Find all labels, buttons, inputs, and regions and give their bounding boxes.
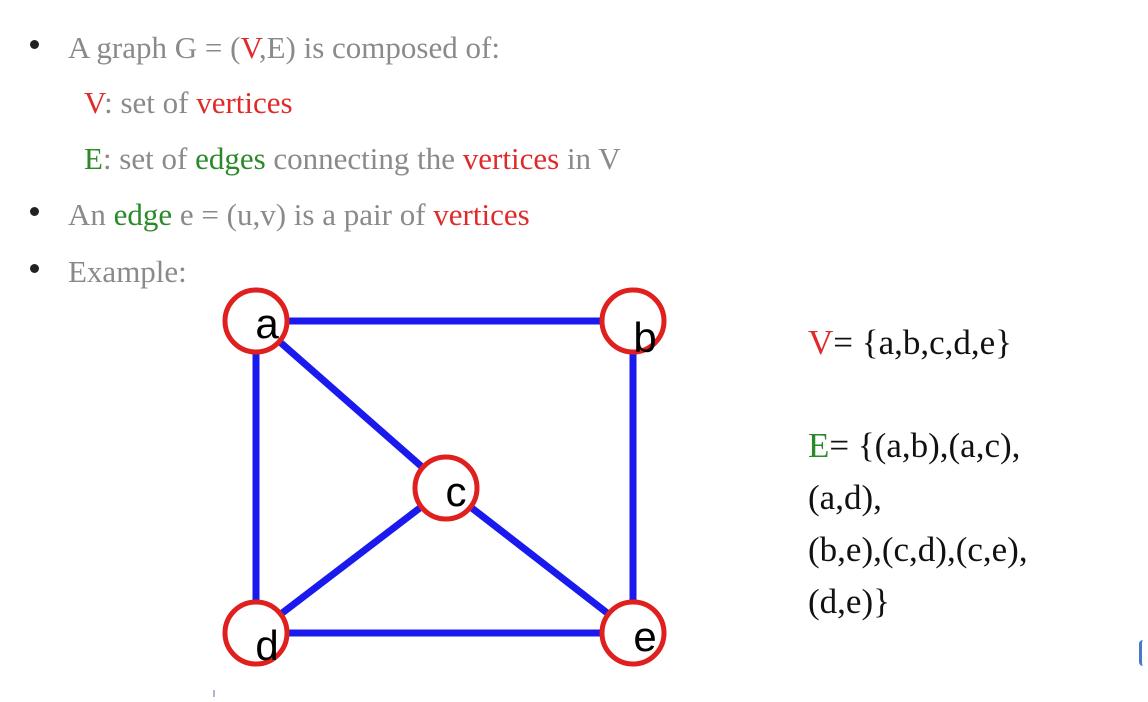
vertices-def-mid: : set of: [104, 85, 197, 120]
edge-set-value-2: (a,d),: [808, 478, 882, 517]
vertex-c-label: c: [446, 468, 467, 515]
edge-set-label: E: [808, 426, 830, 465]
vertices-def-line: V: set of vertices: [84, 87, 293, 118]
vertex-set: V= {a,b,c,d,e}: [808, 325, 1012, 360]
edge-set-value-3: (b,e),(c,d),(c,e),: [808, 530, 1028, 569]
definition-text-pre: A graph G = (: [68, 30, 241, 65]
vertex-b: b: [599, 287, 667, 361]
edges-def-e: E: [84, 141, 103, 176]
bullet-3: [30, 264, 39, 273]
corner-accent-mark: [1139, 640, 1148, 666]
vertex-a-label: a: [255, 300, 279, 347]
vertex-b-circle: [599, 287, 667, 355]
definition-v: V: [240, 30, 259, 65]
edge-set-line-1: E= {(a,b),(a,c),: [808, 428, 1020, 463]
vertex-a-circle: [222, 287, 290, 355]
bullet-2: [30, 207, 39, 216]
edge-set-value-4: (d,e)}: [808, 582, 890, 621]
vertex-a: a: [222, 287, 290, 355]
edges-def-mid: : set of: [102, 141, 196, 176]
edge-pair-edge: edge: [113, 197, 173, 232]
vertices-layer: a b c d e: [222, 287, 667, 669]
edge-set-line-4: (d,e)}: [808, 584, 890, 619]
edges-def-mid2: connecting the: [265, 141, 463, 176]
definition-line: A graph G = (V,E) is composed of:: [68, 32, 500, 63]
example-line: Example:: [68, 256, 187, 287]
edge-pair-pre: An: [68, 197, 114, 232]
vertex-d: d: [222, 599, 290, 669]
vertex-set-label: V: [808, 323, 834, 362]
vertex-c-circle: [412, 454, 480, 522]
vertices-def-v: V: [84, 85, 105, 120]
edges-layer: [252, 317, 637, 637]
edge-set-value-1: = {(a,b),(a,c),: [829, 426, 1021, 465]
edges-def-vertices: vertices: [462, 141, 560, 176]
vertex-d-circle: [222, 599, 290, 667]
vertex-e: e: [599, 599, 667, 667]
edge-set-line-2: (a,d),: [808, 480, 882, 515]
edge-pair-vertices: vertices: [433, 197, 530, 232]
vertex-e-label: e: [633, 613, 656, 660]
definition-text-post: ,E) is composed of:: [258, 30, 500, 65]
edges-def-post: in V: [559, 141, 621, 176]
edge-set-line-3: (b,e),(c,d),(c,e),: [808, 532, 1028, 567]
vertex-b-label: b: [633, 314, 656, 361]
vertex-set-value: = {a,b,c,d,e}: [833, 323, 1012, 362]
edge-c-d: [253, 485, 449, 636]
vertex-e-circle: [599, 599, 667, 667]
edge-c-e: [443, 485, 636, 636]
vertices-def-word: vertices: [196, 85, 293, 120]
vertex-c: c: [412, 454, 480, 522]
example-label: Example:: [68, 254, 187, 289]
edge-pair-line: An edge e = (u,v) is a pair of vertices: [68, 199, 530, 230]
vertex-d-label: d: [255, 622, 278, 669]
edge-a-c: [253, 318, 449, 491]
bullet-1: [30, 40, 39, 49]
edges-def-line: E: set of edges connecting the vertices …: [84, 143, 621, 174]
edge-pair-mid: e = (u,v) is a pair of: [172, 197, 434, 232]
edges-def-word: edges: [195, 141, 266, 176]
